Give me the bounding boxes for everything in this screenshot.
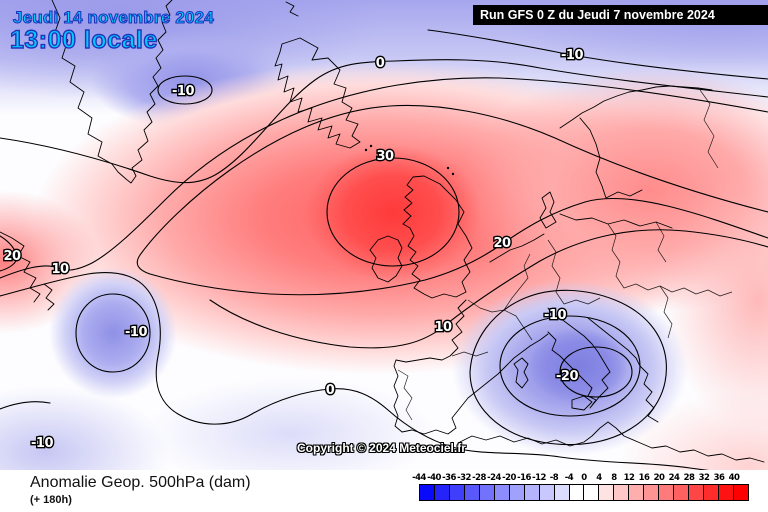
scale-tick-label: -4 bbox=[564, 473, 574, 483]
contour-label: -10 bbox=[544, 308, 566, 323]
scale-tick-label: 32 bbox=[698, 473, 710, 483]
scale-tick-label: -40 bbox=[427, 473, 441, 483]
scale-color-cell bbox=[734, 485, 748, 500]
contour-label: 30 bbox=[376, 149, 394, 164]
local-time-label: 13:00 locale bbox=[9, 25, 158, 54]
scale-tick-label: -24 bbox=[487, 473, 501, 483]
scale-tick-label: 40 bbox=[728, 473, 740, 483]
scale-tick-label: 8 bbox=[611, 473, 617, 483]
model-run-banner: Run GFS 0 Z du Jeudi 7 novembre 2024 bbox=[473, 5, 768, 25]
scale-color-cell bbox=[464, 485, 480, 500]
contour-label: 0 bbox=[376, 56, 385, 71]
scale-color-cell bbox=[554, 485, 570, 500]
scale-color-cell bbox=[674, 485, 690, 500]
scale-color-cell bbox=[449, 485, 465, 500]
scale-tick-label: 16 bbox=[638, 473, 650, 483]
contour-label: 0 bbox=[326, 383, 335, 398]
scale-color-cell bbox=[584, 485, 600, 500]
scale-tick-label: -44 bbox=[412, 473, 426, 483]
scale-color-cell bbox=[599, 485, 615, 500]
anomaly-map: -10 0 -10 30 20 10 -10 20 10 -10 -20 -10 0 bbox=[0, 0, 768, 470]
contour-label: 20 bbox=[3, 249, 21, 264]
scale-color-cell bbox=[719, 485, 735, 500]
copyright-watermark: Copyright © 2024 Meteociel.fr bbox=[297, 441, 466, 455]
scale-color-cell bbox=[659, 485, 675, 500]
scale-tick-label: 0 bbox=[581, 473, 587, 483]
scale-color-cell bbox=[494, 485, 510, 500]
scale-color-cell bbox=[524, 485, 540, 500]
date-label: Jeudi 14 novembre 2024 bbox=[12, 7, 214, 27]
scale-cells bbox=[419, 484, 749, 501]
scale-ticks: -44 -40 -36 -32 -28 -24 -20 -16 -12 -8 -4 0 4 8 12 16 20… bbox=[412, 473, 749, 484]
scale-color-cell bbox=[479, 485, 495, 500]
scale-tick-label: -32 bbox=[457, 473, 471, 483]
contour-label: -10 bbox=[125, 325, 147, 340]
scale-tick-label: -12 bbox=[532, 473, 546, 483]
country-borders bbox=[397, 89, 733, 421]
coastlines bbox=[0, 0, 765, 463]
legend-title: Anomalie Geop. 500hPa (dam) bbox=[30, 474, 251, 491]
scale-color-cell bbox=[434, 485, 450, 500]
contour-label: 10 bbox=[51, 262, 69, 277]
legend-band: Anomalie Geop. 500hPa (dam) (+ 180h) -44… bbox=[0, 470, 768, 512]
contour-label: -10 bbox=[31, 436, 53, 451]
scale-tick-label: 36 bbox=[713, 473, 725, 483]
scale-tick-label: 28 bbox=[683, 473, 695, 483]
scale-tick-label: 4 bbox=[596, 473, 602, 483]
scale-color-cell bbox=[614, 485, 630, 500]
scale-color-cell bbox=[644, 485, 660, 500]
scale-color-cell bbox=[509, 485, 525, 500]
scale-tick-label: 20 bbox=[653, 473, 665, 483]
scale-tick-label: 24 bbox=[668, 473, 680, 483]
contour-label: -10 bbox=[172, 84, 194, 99]
scale-color-cell bbox=[629, 485, 645, 500]
contour-label: -10 bbox=[561, 48, 583, 63]
scale-tick-label: 12 bbox=[623, 473, 635, 483]
scale-tick-label: -8 bbox=[549, 473, 559, 483]
scale-tick-label: -16 bbox=[517, 473, 531, 483]
scale-color-cell bbox=[704, 485, 720, 500]
forecast-lead-time: (+ 180h) bbox=[30, 494, 72, 506]
contour-lines bbox=[0, 29, 768, 470]
scale-color-cell bbox=[539, 485, 555, 500]
contour-label: -20 bbox=[556, 369, 578, 384]
contour-label: 10 bbox=[434, 320, 452, 335]
contour-label: 20 bbox=[493, 236, 511, 251]
color-scale: -44 -40 -36 -32 -28 -24 -20 -16 -12 -8 -4 0 4 8 12 16 20… bbox=[412, 473, 749, 501]
scale-tick-label: -20 bbox=[502, 473, 516, 483]
contour-labels: -10 0 -10 30 20 10 -10 20 10 -10 -20 -10 0 bbox=[2, 47, 585, 453]
scale-color-cell bbox=[689, 485, 705, 500]
scale-color-cell bbox=[569, 485, 585, 500]
scale-tick-label: -36 bbox=[442, 473, 456, 483]
scale-tick-label: -28 bbox=[472, 473, 486, 483]
scale-color-cell bbox=[420, 485, 435, 500]
